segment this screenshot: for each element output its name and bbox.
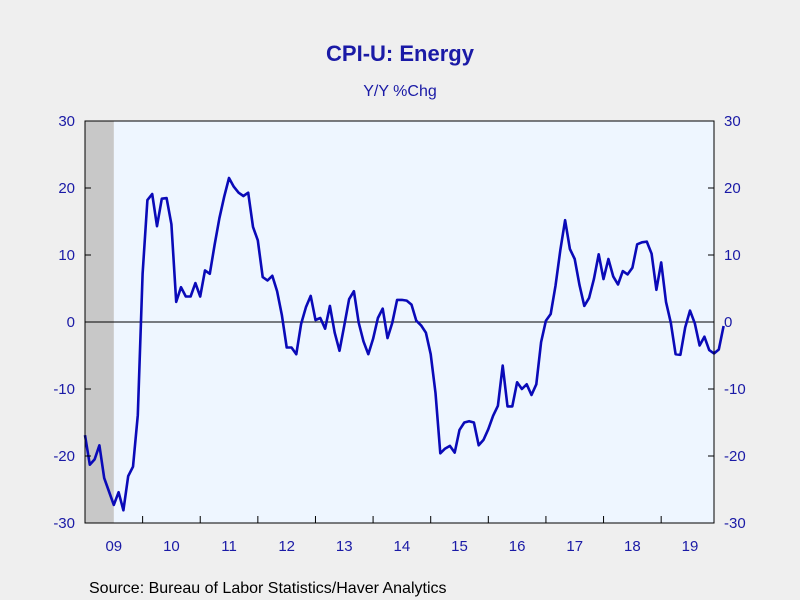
x-tick-label: 17: [566, 538, 583, 555]
chart-subtitle: Y/Y %Chg: [363, 83, 437, 100]
x-tick-label: 14: [394, 538, 411, 555]
y-tick-label-right: 0: [724, 314, 732, 331]
series-group: [83, 176, 725, 512]
series-line-0: [83, 176, 725, 512]
y-tick-label-left: -10: [53, 381, 75, 398]
y-tick-label-right: 20: [724, 180, 741, 197]
y-tick-label-right: -10: [724, 381, 746, 398]
y-tick-label-right: -20: [724, 448, 746, 465]
y-tick-label-left: 10: [58, 247, 75, 264]
x-tick-label: 10: [163, 538, 180, 555]
y-tick-label-right: 10: [724, 247, 741, 264]
axis-group: 30 30 20 20 10 10 0 0 -10 -10 -20 -20 -30 -30 09 10 11 12…: [53, 113, 745, 555]
x-tick-label: 19: [682, 538, 699, 555]
source-note: Source: Bureau of Labor Statistics/Haver…: [89, 580, 447, 597]
x-tick-label: 13: [336, 538, 353, 555]
y-tick-label-left: 30: [58, 113, 75, 130]
x-tick-label: 16: [509, 538, 526, 555]
y-tick-label-left: -20: [53, 448, 75, 465]
y-tick-label-right: -30: [724, 515, 746, 532]
y-tick-label-right: 30: [724, 113, 741, 130]
x-tick-label: 11: [221, 538, 237, 555]
x-tick-label: 18: [624, 538, 641, 555]
y-tick-label-left: -30: [53, 515, 75, 532]
chart-title: CPI-U: Energy: [326, 41, 475, 66]
x-tick-label: 09: [105, 538, 122, 555]
x-tick-label: 12: [278, 538, 295, 555]
x-tick-label: 15: [451, 538, 468, 555]
y-tick-label-left: 0: [67, 314, 75, 331]
y-tick-label-left: 20: [58, 180, 75, 197]
